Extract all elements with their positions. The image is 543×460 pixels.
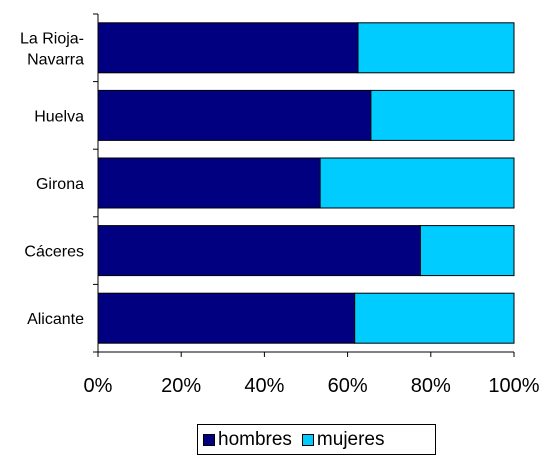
category-label-2: Girona — [36, 176, 84, 193]
bar-mujeres-0 — [357, 22, 515, 74]
x-tick-label-4: 80% — [411, 375, 451, 397]
legend-label-mujeres: mujeres — [316, 428, 385, 450]
x-tick-label-1: 20% — [161, 375, 201, 397]
bar-mujeres-1 — [370, 89, 515, 141]
legend-item-mujeres: mujeres — [301, 428, 385, 451]
category-label-4: Alicante — [27, 311, 84, 328]
stacked-bar-chart: 0% 20% 40% 60% 80% 100% La Rioja-Navarra Huelva… — [20, 13, 540, 397]
bar-hombres-2 — [97, 157, 321, 209]
category-label-0: La Rioja-Navarra — [20, 30, 84, 68]
legend-swatch-hombres — [203, 433, 215, 446]
x-tick-label-5: 100% — [488, 375, 539, 397]
bar-mujeres-3 — [419, 225, 515, 277]
bar-hombres-1 — [97, 89, 372, 141]
category-label-1: Huelva — [34, 108, 84, 125]
x-tick-label-2: 40% — [244, 375, 284, 397]
x-tick-label-0: 0% — [84, 375, 113, 397]
bar-hombres-3 — [97, 225, 421, 277]
x-tick-label-3: 60% — [328, 375, 368, 397]
category-label-3: Cáceres — [24, 244, 84, 261]
legend-item-hombres: hombres — [203, 429, 292, 451]
legend-label-hombres: hombres — [218, 428, 292, 450]
legend-swatch-mujeres — [301, 433, 314, 446]
bar-mujeres-2 — [319, 157, 515, 209]
bar-hombres-0 — [97, 22, 359, 74]
bar-hombres-4 — [97, 292, 356, 344]
bar-mujeres-4 — [354, 292, 515, 344]
legend: hombres mujeres — [197, 424, 436, 455]
